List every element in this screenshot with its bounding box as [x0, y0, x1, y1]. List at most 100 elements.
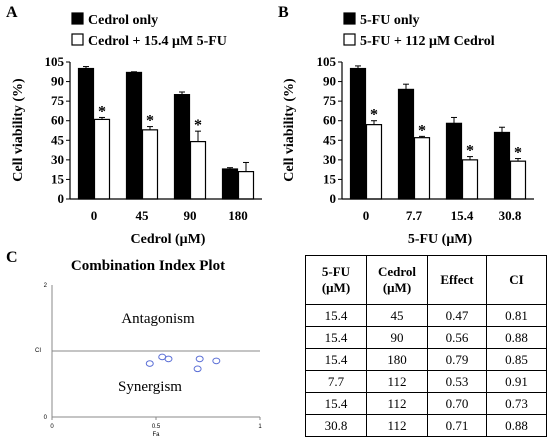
- ci-plot-title: Combination Index Plot: [71, 258, 225, 274]
- ci-plot-x-axis-label: Fa: [152, 432, 160, 438]
- ci-data-point: [212, 357, 221, 365]
- table-row: 7.7 112 0.53 0.91: [305, 370, 547, 393]
- table-cell: 0.53: [427, 370, 487, 393]
- panel-a-significance-star: *: [194, 117, 202, 134]
- table-cell: 15.4: [305, 348, 367, 371]
- panel-a-bar: [141, 129, 159, 200]
- table-cell: 45: [366, 304, 428, 327]
- table-cell: 0.79: [427, 348, 487, 371]
- panel-b-significance-star: *: [418, 122, 426, 139]
- panel-b-legend-label: 5-FU only: [360, 13, 420, 28]
- panel-b-x-axis-label: 5-FU (μM): [408, 232, 473, 247]
- table-cell: 0.56: [427, 326, 487, 349]
- ci-plot-y-axis-label: CI: [35, 348, 41, 354]
- ci-data-point: [145, 360, 154, 367]
- table-row: 15.4 45 0.47 0.81: [305, 304, 547, 327]
- table-cell: 112: [366, 414, 428, 437]
- panel-b-y-tick-label: 90: [323, 74, 336, 89]
- ci-plot-y-tick-label: 2: [44, 283, 48, 289]
- table-cell: 0.71: [427, 414, 487, 437]
- panel-b-x-tick-label: 15.4: [451, 208, 474, 223]
- panel-b-x-tick-label: 30.8: [499, 208, 522, 223]
- panel-a-y-tick-label: 15: [51, 171, 65, 186]
- panel-a-bar: [77, 67, 95, 200]
- panel-b-legend-swatch: [343, 12, 356, 25]
- panel-b-y-tick-label: 30: [323, 152, 336, 167]
- table-column-header: Cedrol (μM): [366, 255, 428, 305]
- panel-a-y-tick-label: 75: [51, 93, 65, 108]
- table-cell: 0.47: [427, 304, 487, 327]
- ci-region-synergism: Synergism: [118, 379, 182, 395]
- panel-a-y-tick-label: 30: [51, 152, 64, 167]
- table-cell: 112: [366, 370, 428, 393]
- panel-a-y-tick-label: 105: [45, 54, 65, 69]
- ci-plot-x-tick-label: 1: [258, 424, 262, 430]
- panel-b-y-tick-label: 15: [323, 171, 337, 186]
- panel-label-b: B: [278, 4, 289, 21]
- panel-a-x-tick-label: 90: [184, 208, 197, 223]
- table-cell: 0.88: [486, 414, 547, 437]
- table-column-header: CI: [486, 255, 547, 305]
- panel-a-bar: [93, 118, 111, 200]
- panel-b-bar: [349, 67, 367, 200]
- panel-a-bar: [125, 71, 143, 200]
- panel-a-y-tick-label: 45: [51, 132, 65, 147]
- ci-data-point: [158, 353, 167, 361]
- table-cell: 7.7: [305, 370, 367, 393]
- ci-data-point: [193, 365, 202, 373]
- table-cell: 180: [366, 348, 428, 371]
- panel-b-y-axis-label: Cell viability (%): [282, 78, 297, 182]
- panel-a-x-tick-label: 0: [91, 208, 98, 223]
- panel-b-significance-star: *: [514, 145, 522, 162]
- panel-b-bar: [445, 122, 463, 200]
- panel-label-a: A: [6, 4, 18, 21]
- panel-a-bar: [189, 140, 207, 200]
- panel-b-bar: [397, 88, 415, 200]
- panel-a-bar: [221, 168, 239, 200]
- table-row: 15.4 180 0.79 0.85: [305, 348, 547, 371]
- panel-a-x-axis-label: Cedrol (μM): [131, 232, 206, 247]
- table-cell: 90: [366, 326, 428, 349]
- table-cell: 112: [366, 392, 428, 415]
- panel-b-y-tick-label: 0: [330, 191, 337, 206]
- panel-a-y-tick-label: 90: [51, 74, 64, 89]
- ci-plot-x-tick-label: 0.5: [152, 424, 161, 430]
- panel-b-legend-swatch: [343, 33, 356, 46]
- table-cell: 0.85: [486, 348, 547, 371]
- ci-plot-x-tick-label: 0: [50, 424, 54, 430]
- panel-b-x-tick-label: 7.7: [406, 208, 423, 223]
- panel-b-y-tick-label: 60: [323, 113, 336, 128]
- panel-b-y-tick-label: 45: [323, 132, 337, 147]
- panel-b-bar: [509, 160, 527, 200]
- panel-a-y-axis-label: Cell viability (%): [11, 78, 26, 182]
- table-cell: 15.4: [305, 392, 367, 415]
- table-cell: 0.73: [486, 392, 547, 415]
- panel-b-y-tick-label: 105: [317, 54, 337, 69]
- panel-a-bar: [237, 171, 255, 200]
- table-column-header: 5-FU (μM): [305, 255, 367, 305]
- panel-a-legend-swatch: [71, 12, 84, 25]
- ci-region-antagonism: Antagonism: [121, 311, 195, 327]
- panel-b-legend-label: 5-FU + 112 μM Cedrol: [360, 34, 495, 49]
- table-column-header: Effect: [427, 255, 487, 305]
- panel-b-bar: [413, 137, 431, 200]
- table-cell: 30.8: [305, 414, 367, 437]
- table-row: 15.4 112 0.70 0.73: [305, 392, 547, 415]
- panel-b-x-tick-label: 0: [363, 208, 370, 223]
- table-row: 15.4 90 0.56 0.88: [305, 326, 547, 349]
- panel-a-legend-label: Cedrol + 15.4 μM 5-FU: [88, 34, 227, 49]
- panel-a-significance-star: *: [98, 103, 106, 120]
- table-row: 30.8 112 0.71 0.88: [305, 414, 547, 437]
- table-cell: 0.91: [486, 370, 547, 393]
- panel-a-y-tick-label: 0: [58, 191, 65, 206]
- table-cell: 0.88: [486, 326, 547, 349]
- ci-data-point: [195, 355, 204, 363]
- combination-index-table: 5-FU (μM) Cedrol (μM) Effect CI 15.4 45 0.47 0.8…: [305, 255, 547, 437]
- table-cell: 0.81: [486, 304, 547, 327]
- panel-a-legend-swatch: [71, 33, 84, 46]
- panel-b-bar: [365, 124, 383, 200]
- panel-b-bar: [493, 131, 511, 200]
- panel-label-c: C: [6, 249, 18, 266]
- table-cell: 0.70: [427, 392, 487, 415]
